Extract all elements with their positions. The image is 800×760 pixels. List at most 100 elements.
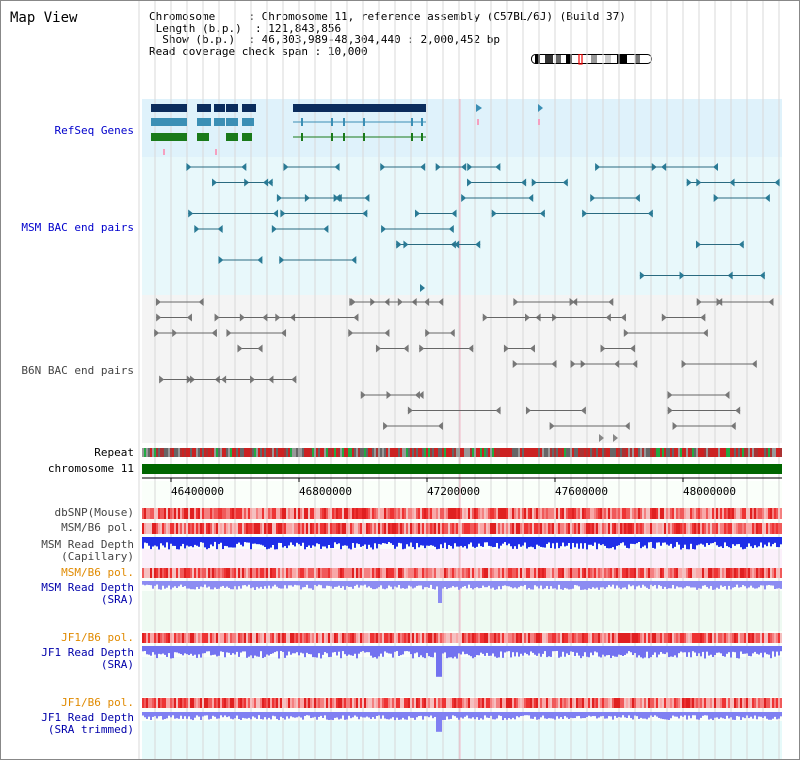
depth-bar — [168, 712, 170, 716]
depth-bar — [512, 646, 514, 653]
depth-bar — [272, 646, 274, 654]
heat-cell — [310, 698, 312, 708]
depth-bar — [524, 537, 526, 543]
heat-cell — [384, 633, 386, 643]
repeat-segment — [656, 448, 658, 457]
heat-cell — [528, 508, 530, 519]
heat-cell — [528, 523, 530, 534]
track-label-msm-bac[interactable]: MSM BAC end pairs — [21, 221, 134, 234]
heat-cell — [244, 508, 246, 519]
heat-cell — [692, 698, 694, 708]
depth-bar — [610, 581, 612, 587]
depth-bar — [258, 712, 260, 716]
heat-cell — [434, 508, 436, 519]
bac-end-marker — [751, 360, 757, 368]
depth-bar — [602, 581, 604, 588]
depth-bar — [628, 537, 630, 549]
heat-cell — [650, 523, 652, 534]
track-label-dbsnp[interactable]: dbSNP(Mouse) — [54, 506, 134, 519]
track-label-refseq[interactable]: RefSeq Genes — [54, 124, 134, 137]
depth-bar — [284, 712, 286, 720]
bac-end-marker — [159, 375, 165, 384]
track-label-jf1-b6-pol-2[interactable]: JF1/B6 pol. — [61, 696, 134, 709]
heat-cell — [324, 508, 326, 519]
repeat-segment — [410, 448, 412, 457]
heat-cell — [470, 568, 472, 578]
heat-cell — [590, 568, 592, 578]
track-label-msm-b6-pol[interactable]: MSM/B6 pol. — [61, 521, 134, 534]
heat-cell — [738, 698, 740, 708]
track-label-msm-depth-sra[interactable]: MSM Read Depth (SRA) — [41, 582, 134, 606]
track-label-jf1-depth-trimmed[interactable]: JF1 Read Depth (SRA trimmed) — [41, 712, 134, 736]
heat-cell — [400, 523, 402, 534]
heat-cell — [560, 523, 562, 534]
depth-bar — [630, 646, 632, 653]
bac-end-marker — [624, 422, 630, 430]
repeat-segment — [652, 448, 654, 457]
depth-bar — [188, 646, 190, 656]
heat-cell — [474, 508, 476, 519]
depth-bar — [440, 581, 442, 603]
depth-bar — [154, 537, 156, 546]
depth-bar — [180, 712, 182, 716]
bac-end-marker — [415, 209, 421, 218]
depth-bar — [284, 581, 286, 586]
track-label-msm-b6-pol-sra[interactable]: MSM/B6 pol. — [61, 566, 134, 579]
depth-bar — [238, 581, 240, 587]
heat-cell — [620, 568, 622, 578]
heat-cell — [374, 568, 376, 578]
heat-cell — [436, 633, 438, 643]
heat-cell — [156, 568, 158, 578]
repeat-segment — [188, 448, 190, 457]
heat-cell — [706, 568, 708, 578]
heat-cell — [324, 523, 326, 534]
repeat-segment — [482, 448, 484, 457]
depth-bar — [216, 646, 218, 657]
heat-cell — [642, 508, 644, 519]
depth-bar — [264, 712, 266, 718]
heat-cell — [158, 633, 160, 643]
heat-cell — [514, 523, 516, 534]
heat-cell — [702, 633, 704, 643]
heat-cell — [224, 633, 226, 643]
track-label-b6n-bac[interactable]: B6N BAC end pairs — [21, 364, 134, 377]
heat-cell — [378, 698, 380, 708]
track-label-chromosome[interactable]: chromosome 11 — [47, 462, 134, 475]
depth-bar — [754, 581, 756, 589]
depth-bar — [404, 712, 406, 720]
heat-cell — [734, 568, 736, 578]
heat-cell — [348, 508, 350, 519]
heat-cell — [534, 698, 536, 708]
length-label: Length (b.p.) — [155, 21, 242, 35]
bac-end-marker — [333, 194, 339, 202]
heat-cell — [370, 633, 372, 643]
heat-cell — [314, 698, 316, 708]
track-label-jf1-b6-pol[interactable]: JF1/B6 pol. — [61, 631, 134, 644]
heat-cell — [672, 568, 674, 578]
track-label-repeat[interactable]: Repeat — [94, 446, 134, 459]
depth-bar — [768, 646, 770, 655]
depth-bar — [348, 712, 350, 716]
heat-cell — [310, 523, 312, 534]
heat-cell — [444, 568, 446, 578]
heat-cell — [280, 508, 282, 519]
depth-bar — [668, 581, 670, 589]
heat-cell — [468, 698, 470, 708]
depth-bar — [660, 646, 662, 652]
heat-cell — [210, 523, 212, 534]
depth-bar — [622, 712, 624, 716]
track-label-msm-depth-capillary[interactable]: MSM Read Depth (Capillary) — [41, 539, 134, 563]
track-label-jf1-depth-sra[interactable]: JF1 Read Depth (SRA) — [41, 647, 134, 671]
depth-bar — [572, 581, 574, 589]
heat-cell — [294, 508, 296, 519]
heat-cell — [482, 508, 484, 519]
depth-bar — [350, 712, 352, 719]
heat-cell — [604, 508, 606, 519]
heat-cell — [232, 568, 234, 578]
depth-bar — [726, 537, 728, 547]
heat-cell — [240, 523, 242, 534]
heat-cell — [484, 508, 486, 519]
heat-cell — [294, 523, 296, 534]
heat-cell — [570, 633, 572, 643]
depth-bar — [644, 581, 646, 587]
